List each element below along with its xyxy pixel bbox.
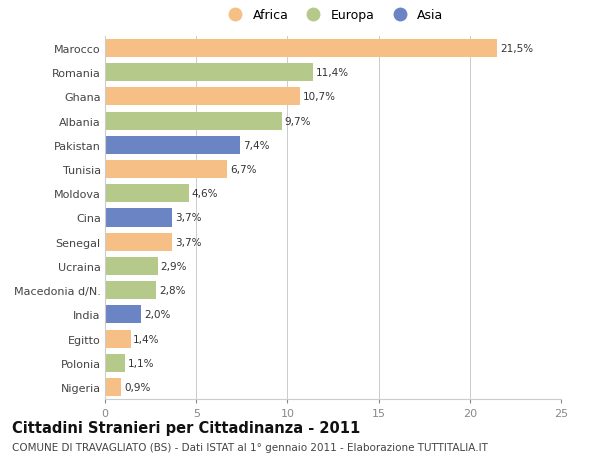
Bar [105, 209, 172, 227]
Bar [105, 185, 189, 203]
Bar [105, 233, 172, 251]
Text: 11,4%: 11,4% [316, 68, 349, 78]
Bar [105, 257, 158, 275]
Bar [105, 378, 121, 396]
Text: 7,4%: 7,4% [243, 140, 269, 151]
Text: 3,7%: 3,7% [175, 213, 202, 223]
Bar [105, 354, 125, 372]
Bar [105, 161, 227, 179]
Text: 0,9%: 0,9% [124, 382, 151, 392]
Text: Cittadini Stranieri per Cittadinanza - 2011: Cittadini Stranieri per Cittadinanza - 2… [12, 420, 360, 435]
Text: 2,9%: 2,9% [161, 261, 187, 271]
Text: 2,0%: 2,0% [144, 310, 170, 320]
Bar [105, 281, 156, 300]
Bar [105, 112, 282, 130]
Text: COMUNE DI TRAVAGLIATO (BS) - Dati ISTAT al 1° gennaio 2011 - Elaborazione TUTTIT: COMUNE DI TRAVAGLIATO (BS) - Dati ISTAT … [12, 442, 488, 452]
Text: 9,7%: 9,7% [284, 116, 311, 126]
Bar [105, 136, 240, 155]
Text: 10,7%: 10,7% [303, 92, 336, 102]
Text: 21,5%: 21,5% [500, 44, 533, 54]
Bar [105, 330, 131, 348]
Bar [105, 40, 497, 58]
Bar [105, 88, 300, 106]
Text: 1,1%: 1,1% [128, 358, 154, 368]
Text: 2,8%: 2,8% [159, 285, 185, 296]
Text: 6,7%: 6,7% [230, 165, 256, 175]
Text: 1,4%: 1,4% [133, 334, 160, 344]
Bar [105, 306, 142, 324]
Text: 3,7%: 3,7% [175, 237, 202, 247]
Bar [105, 64, 313, 82]
Legend: Africa, Europa, Asia: Africa, Europa, Asia [218, 4, 449, 27]
Text: 4,6%: 4,6% [191, 189, 218, 199]
